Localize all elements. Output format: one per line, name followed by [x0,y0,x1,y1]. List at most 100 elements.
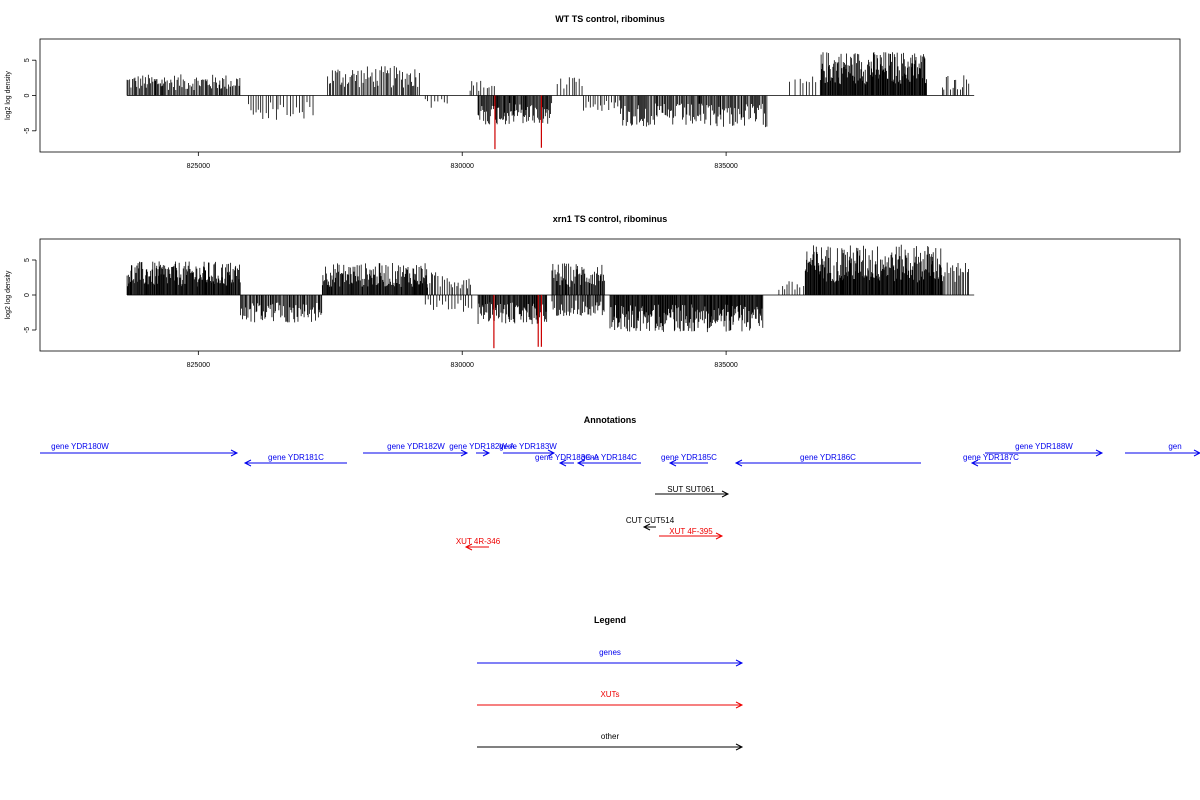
xrn1-track-panel: xrn1 TS control, ribominus -5 0 5 log2 log d… [5,214,1181,369]
annotation-feature: XUT 4F-395 [659,527,724,540]
feature-label: gene YDR186C [800,453,856,462]
x-axis: 825000 830000 835000 [187,351,738,369]
annotation-feature: gen [1125,442,1200,457]
feature-arrow [970,459,1011,467]
arrow-head [970,459,979,467]
y-tick-label: 5 [24,258,31,262]
y-axis-label: log2 log density [5,71,12,120]
feature-arrow [576,459,641,467]
x-tick-label: 825000 [187,163,210,170]
feature-arrow [985,449,1104,457]
legend-entry: other [477,732,744,751]
annotation-feature: gene YDR182W [363,442,469,457]
y-tick-label: -5 [24,327,31,333]
arrow-head [642,523,651,531]
feature-arrow [243,459,347,467]
feature-arrow [40,449,239,457]
annotation-feature: gene YDR186C [734,453,921,467]
arrow-head [735,659,744,667]
annotation-feature: gene YDR184C [576,453,641,467]
x-tick-label: 835000 [714,163,737,170]
arrow-head [558,459,567,467]
arrow-head [734,459,743,467]
y-tick-label: 5 [24,58,31,62]
legend-label: genes [599,648,621,657]
wt-track-panel: WT TS control, ribominus -5 0 5 log2 log den… [5,14,1181,170]
density-bars [126,244,969,333]
y-axis-label: log2 log density [5,270,12,319]
arrow-head [243,459,252,467]
annotation-feature: gene YDR181C [243,453,347,467]
feature-label: gene YDR188W [1015,442,1073,451]
x-tick-label: 835000 [714,362,737,369]
density-bars [126,52,970,128]
x-tick-label: 825000 [187,362,210,369]
x-tick-label: 830000 [451,163,474,170]
arrow-head [735,743,744,751]
arrow-head [460,449,469,457]
annotations-title: Annotations [584,415,637,425]
plot-frame [39,38,1181,153]
y-tick-label: -5 [24,128,31,134]
arrow-head [721,490,730,498]
arrow-head [230,449,239,457]
panel-title: WT TS control, ribominus [555,14,665,24]
panel-title: xrn1 TS control, ribominus [553,214,668,224]
x-tick-label: 830000 [451,362,474,369]
feature-label: gene YDR182W [387,442,445,451]
plot-frame [39,238,1181,352]
annotation-feature: SUT SUT061 [655,485,730,498]
feature-arrow [363,449,469,457]
feature-label: gene YDR184C [581,453,637,462]
legend-arrow [477,659,744,667]
annotation-feature: gene YDR187C [963,453,1019,467]
y-axis: -5 0 5 [24,258,37,333]
arrow-head [715,532,724,540]
legend-arrow [477,743,744,751]
feature-label: gene YDR181C [268,453,324,462]
feature-label: gene YDR180W [51,442,109,451]
legend-arrow [477,701,744,709]
annotation-features: gene YDR180W gene YDR181C gene YDR182W gene… [40,442,1200,551]
feature-label: CUT CUT514 [626,516,675,525]
feature-label: gene YDR183W [499,442,557,451]
feature-label: gene YDR182W-A [449,442,515,451]
feature-label: gene YDR185C [661,453,717,462]
legend-entry: XUTs [477,690,744,709]
feature-arrow [668,459,708,467]
annotation-feature: gene YDR183C-A [535,453,600,467]
feature-label: SUT SUT061 [667,485,715,494]
feature-label: gene YDR187C [963,453,1019,462]
feature-arrow [734,459,921,467]
arrow-head [576,459,585,467]
annotation-feature: gene YDR182W-A [449,442,515,457]
annotation-feature: gene YDR180W [40,442,239,457]
legend-label: other [601,732,620,741]
legend-panel: Legend genes XUTs other [477,615,744,751]
feature-arrow [1125,449,1200,457]
feature-arrow [659,532,724,540]
annotation-feature: gene YDR185C [661,453,717,467]
annotation-feature: CUT CUT514 [626,516,675,531]
y-axis: -5 0 5 [24,58,37,134]
arrow-head [668,459,677,467]
y-tick-label: 0 [24,93,31,97]
arrow-head [464,543,473,551]
legend-title: Legend [594,615,626,625]
feature-arrow [642,523,656,531]
arrow-head [735,701,744,709]
feature-label: XUT 4F-395 [669,527,713,536]
feature-arrow [503,449,556,457]
y-tick-label: 0 [24,293,31,297]
annotation-feature: XUT 4R-346 [456,537,501,551]
feature-label: XUT 4R-346 [456,537,501,546]
feature-label: gene YDR183C-A [535,453,600,462]
annotation-feature: gene YDR188W [985,442,1104,457]
arrow-head [1193,449,1200,457]
annotation-feature: gene YDR183W [499,442,557,457]
arrow-head [1095,449,1104,457]
arrow-head [482,449,491,457]
